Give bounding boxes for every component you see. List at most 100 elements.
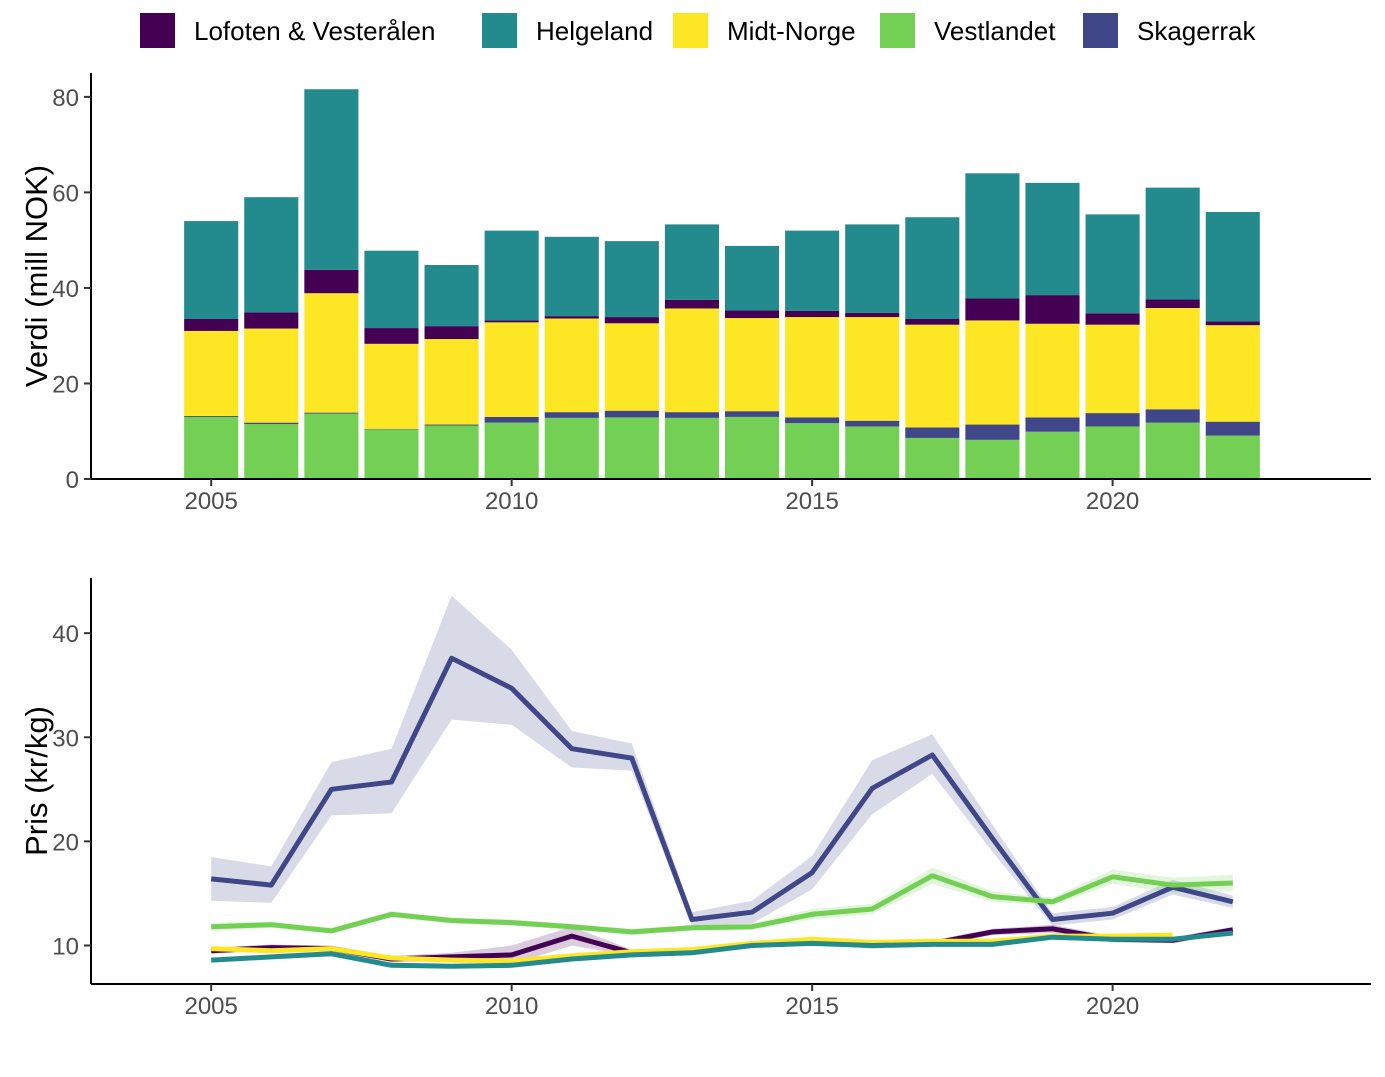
bar-lofoten-and-vester-len-2012 xyxy=(605,317,659,323)
bar-skagerrak-2009 xyxy=(425,425,479,426)
bar-lofoten-and-vester-len-2019 xyxy=(1025,295,1079,324)
top-y-tick-label: 20 xyxy=(52,371,79,398)
bar-vestlandet-2009 xyxy=(425,426,479,479)
bar-skagerrak-2016 xyxy=(845,421,899,427)
bar-vestlandet-2021 xyxy=(1146,423,1200,479)
top-x-tick-label: 2020 xyxy=(1086,488,1139,515)
ribbon-skagerrak xyxy=(211,596,1233,926)
bar-lofoten-and-vester-len-2017 xyxy=(905,319,959,325)
bar-midt-norge-2016 xyxy=(845,317,899,421)
bar-skagerrak-2011 xyxy=(545,412,599,418)
bar-helgeland-2013 xyxy=(665,224,719,299)
top-y-tick-label: 80 xyxy=(52,85,79,112)
legend-label-skagerrak: Skagerrak xyxy=(1137,16,1256,46)
bar-vestlandet-2008 xyxy=(364,429,418,479)
bar-midt-norge-2005 xyxy=(184,331,238,416)
bar-midt-norge-2006 xyxy=(244,329,298,423)
bottom-x-tick-label: 2010 xyxy=(485,993,538,1020)
bar-lofoten-and-vester-len-2014 xyxy=(725,310,779,318)
bar-helgeland-2012 xyxy=(605,241,659,317)
bar-skagerrak-2015 xyxy=(785,417,839,423)
bar-lofoten-and-vester-len-2018 xyxy=(965,298,1019,320)
bar-helgeland-2011 xyxy=(545,237,599,316)
top-x-tick-label: 2015 xyxy=(785,488,838,515)
bar-helgeland-2008 xyxy=(364,251,418,328)
bar-midt-norge-2010 xyxy=(485,322,539,417)
top-y-tick-label: 0 xyxy=(66,467,79,494)
bar-lofoten-and-vester-len-2009 xyxy=(425,326,479,339)
line-helgeland xyxy=(211,933,1233,966)
bottom-y-axis-title: Pris (kr/kg) xyxy=(19,706,54,856)
bar-midt-norge-2015 xyxy=(785,317,839,417)
bar-midt-norge-2011 xyxy=(545,319,599,413)
bar-lofoten-and-vester-len-2010 xyxy=(485,320,539,322)
bar-lofoten-and-vester-len-2011 xyxy=(545,316,599,318)
bar-midt-norge-2012 xyxy=(605,323,659,410)
bar-vestlandet-2017 xyxy=(905,438,959,479)
bar-midt-norge-2022 xyxy=(1206,325,1260,421)
bar-helgeland-2014 xyxy=(725,246,779,310)
bar-midt-norge-2020 xyxy=(1086,325,1140,413)
legend-label-lofoten-and-vester-len: Lofoten & Vesterålen xyxy=(194,16,435,46)
bar-skagerrak-2020 xyxy=(1086,413,1140,426)
bar-skagerrak-2006 xyxy=(244,423,298,424)
bar-skagerrak-2019 xyxy=(1025,417,1079,431)
bar-lofoten-and-vester-len-2021 xyxy=(1146,299,1200,308)
bar-helgeland-2017 xyxy=(905,217,959,319)
bar-lofoten-and-vester-len-2013 xyxy=(665,300,719,309)
bar-helgeland-2007 xyxy=(304,89,358,270)
bar-lofoten-and-vester-len-2020 xyxy=(1086,313,1140,324)
bar-vestlandet-2010 xyxy=(485,423,539,479)
bar-helgeland-2019 xyxy=(1025,183,1079,295)
bar-midt-norge-2008 xyxy=(364,344,418,429)
bar-vestlandet-2011 xyxy=(545,418,599,479)
legend-swatch-vestlandet xyxy=(880,13,915,48)
bar-vestlandet-2005 xyxy=(184,417,238,479)
bar-lofoten-and-vester-len-2016 xyxy=(845,313,899,317)
bar-helgeland-2022 xyxy=(1206,212,1260,321)
bar-vestlandet-2007 xyxy=(304,414,358,479)
bar-midt-norge-2009 xyxy=(425,339,479,424)
bar-helgeland-2009 xyxy=(425,265,479,326)
bottom-x-tick-label: 2020 xyxy=(1086,993,1139,1020)
legend-swatch-helgeland xyxy=(482,13,517,48)
bar-helgeland-2010 xyxy=(485,231,539,321)
bar-lofoten-and-vester-len-2007 xyxy=(304,270,358,293)
top-x-tick-label: 2005 xyxy=(184,488,237,515)
bottom-x-tick-label: 2005 xyxy=(184,993,237,1020)
legend-swatch-midt-norge xyxy=(673,13,708,48)
bar-skagerrak-2014 xyxy=(725,411,779,417)
bar-skagerrak-2005 xyxy=(184,416,238,417)
bar-vestlandet-2013 xyxy=(665,418,719,479)
legend-label-midt-norge: Midt-Norge xyxy=(727,16,856,46)
bar-midt-norge-2019 xyxy=(1025,324,1079,418)
bar-helgeland-2018 xyxy=(965,173,1019,298)
bar-skagerrak-2007 xyxy=(304,413,358,414)
bar-helgeland-2020 xyxy=(1086,214,1140,313)
bottom-x-tick-label: 2015 xyxy=(785,993,838,1020)
bar-midt-norge-2017 xyxy=(905,325,959,428)
bottom-y-tick-label: 40 xyxy=(52,621,79,648)
bar-midt-norge-2014 xyxy=(725,318,779,411)
bar-vestlandet-2014 xyxy=(725,417,779,479)
bar-midt-norge-2013 xyxy=(665,308,719,412)
bar-midt-norge-2021 xyxy=(1146,308,1200,409)
bar-vestlandet-2019 xyxy=(1025,432,1079,479)
bar-helgeland-2005 xyxy=(184,221,238,319)
legend-label-helgeland: Helgeland xyxy=(536,16,653,46)
top-x-tick-label: 2010 xyxy=(485,488,538,515)
bar-helgeland-2015 xyxy=(785,231,839,311)
bar-lofoten-and-vester-len-2006 xyxy=(244,312,298,328)
bar-helgeland-2016 xyxy=(845,224,899,312)
bar-lofoten-and-vester-len-2005 xyxy=(184,319,238,331)
bar-lofoten-and-vester-len-2008 xyxy=(364,328,418,344)
bar-skagerrak-2017 xyxy=(905,427,959,438)
bottom-y-tick-label: 30 xyxy=(52,725,79,752)
bar-skagerrak-2018 xyxy=(965,425,1019,440)
legend-swatch-lofoten-and-vester-len xyxy=(140,13,175,48)
